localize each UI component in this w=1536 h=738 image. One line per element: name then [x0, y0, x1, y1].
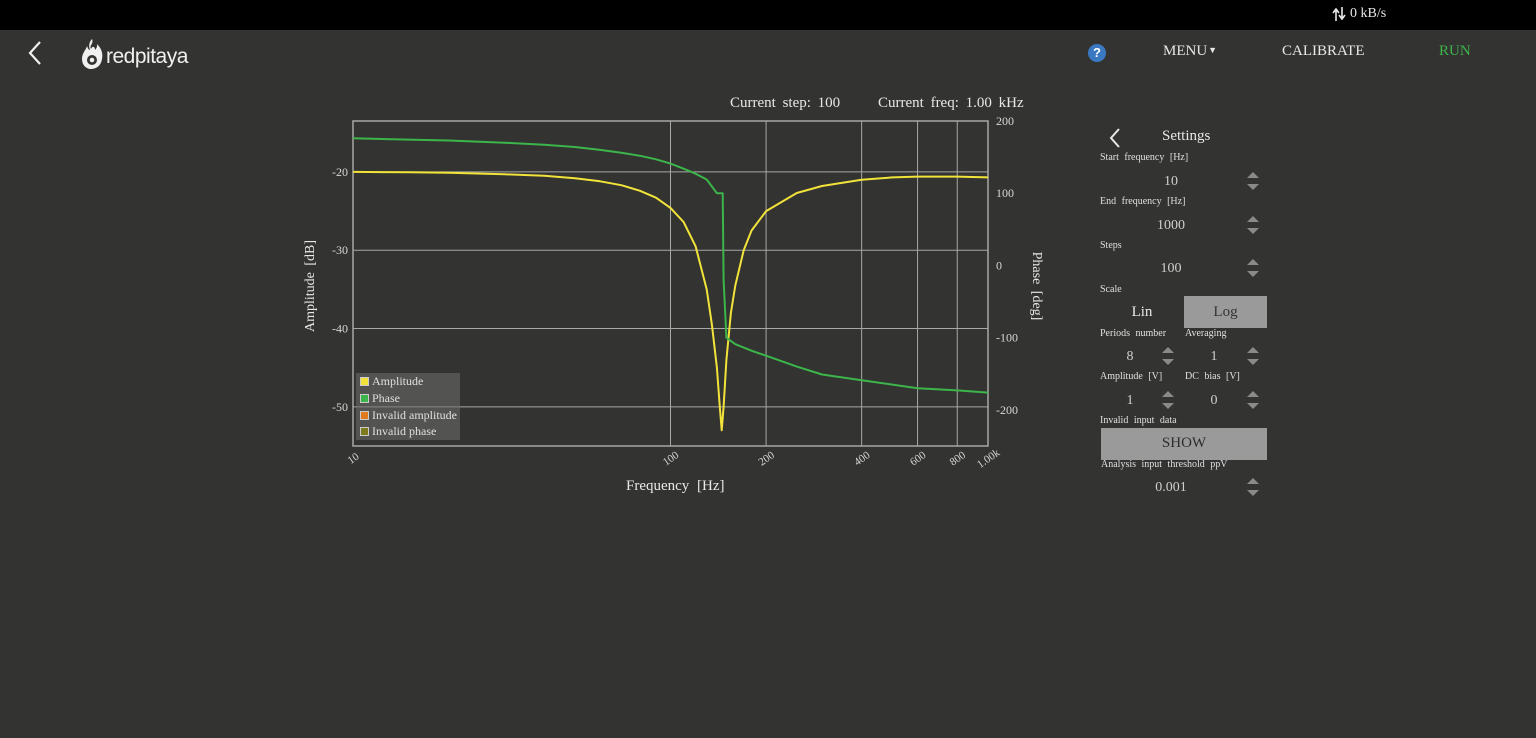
y-left-tick-label: -30 — [332, 243, 348, 257]
settings-back-button[interactable] — [1107, 127, 1123, 149]
current-step-readout: Current step: 100 — [730, 95, 841, 111]
x-axis-title: Frequency [Hz] — [626, 478, 725, 494]
network-speed-text: 0 kB/s — [1350, 6, 1387, 21]
logo-text: redpitaya — [106, 45, 188, 68]
legend-label: Amplitude — [372, 374, 424, 388]
end-frequency-input[interactable] — [1130, 218, 1212, 234]
y-right-tick-label: 0 — [996, 258, 1002, 272]
periods-number-stepper[interactable] — [1161, 346, 1175, 366]
y-right-tick-label: -100 — [996, 331, 1018, 345]
y-right-tick-label: 100 — [996, 186, 1014, 200]
legend-item-amplitude[interactable]: Amplitude — [360, 374, 423, 389]
y-left-tick-label: -40 — [332, 322, 348, 336]
averaging-label: Averaging — [1185, 328, 1227, 339]
redpitaya-logo[interactable]: redpitaya — [80, 37, 188, 71]
show-invalid-data-button[interactable]: SHOW — [1101, 428, 1267, 460]
top-status-strip — [0, 0, 1536, 30]
scale-lin-button[interactable]: Lin — [1131, 304, 1153, 320]
dc-bias-input[interactable] — [1194, 393, 1234, 409]
legend-item-phase[interactable]: Phase — [360, 391, 400, 406]
legend-label: Phase — [372, 391, 400, 405]
analysis-threshold-input[interactable] — [1130, 480, 1212, 496]
start-frequency-stepper[interactable] — [1246, 171, 1260, 191]
caret-down-icon: ▼ — [1208, 45, 1218, 55]
amplitude-stepper[interactable] — [1161, 390, 1175, 410]
periods-number-input[interactable] — [1110, 349, 1150, 365]
settings-title: Settings — [1162, 128, 1211, 144]
menu-dropdown[interactable]: MENU▼ — [1163, 43, 1217, 60]
current-freq-readout: Current freq: 1.00 kHz — [878, 95, 1024, 111]
y-left-tick-label: -20 — [332, 165, 348, 179]
series-line-amplitude — [352, 170, 989, 432]
spinner-arrows-icon — [1247, 216, 1259, 234]
menu-label: MENU — [1163, 43, 1208, 59]
x-tick-label: 1.00k — [975, 447, 1003, 471]
back-button[interactable] — [24, 38, 48, 68]
x-tick-label: 400 — [852, 449, 873, 469]
chevron-left-icon — [1109, 128, 1120, 148]
amplitude-label: Amplitude [V] — [1100, 371, 1163, 382]
end-frequency-stepper[interactable] — [1246, 215, 1260, 235]
network-speed-indicator: 0 kB/s — [1332, 6, 1386, 22]
legend-swatch-invalid-amplitude — [360, 411, 369, 420]
y-right-axis-title: Phase [deg] — [1029, 251, 1044, 321]
steps-label: Steps — [1100, 240, 1122, 251]
steps-input[interactable] — [1130, 261, 1212, 277]
x-tick-label: 800 — [948, 449, 969, 469]
legend-item-invalid-phase[interactable]: Invalid phase — [360, 424, 436, 439]
flame-logo-icon — [82, 39, 103, 69]
steps-stepper[interactable] — [1246, 258, 1260, 278]
spinner-arrows-icon — [1247, 347, 1259, 365]
y-left-axis-title: Amplitude [dB] — [303, 239, 318, 333]
x-tick-label: 100 — [661, 449, 682, 469]
start-frequency-input[interactable] — [1130, 174, 1212, 190]
amplitude-input[interactable] — [1110, 393, 1150, 409]
legend-item-invalid-amplitude[interactable]: Invalid amplitude — [360, 408, 457, 423]
invalid-input-data-label: Invalid input data — [1100, 415, 1177, 426]
upload-download-icon — [1332, 7, 1346, 21]
spinner-arrows-icon — [1247, 391, 1259, 409]
spinner-arrows-icon — [1162, 347, 1174, 365]
series-line-phase — [352, 137, 989, 394]
analysis-threshold-label: Analysis input threshold ppV — [1101, 459, 1228, 470]
scale-log-button[interactable]: Log — [1184, 296, 1267, 328]
scale-label: Scale — [1100, 284, 1122, 295]
legend-swatch-amplitude — [360, 377, 369, 386]
x-tick-label: 200 — [756, 449, 777, 469]
dc-bias-stepper[interactable] — [1246, 390, 1260, 410]
dc-bias-label: DC bias [V] — [1185, 371, 1240, 382]
y-right-tick-label: -200 — [996, 403, 1018, 417]
spinner-arrows-icon — [1162, 391, 1174, 409]
spinner-arrows-icon — [1247, 259, 1259, 277]
analysis-threshold-stepper[interactable] — [1246, 477, 1260, 497]
help-button[interactable]: ? — [1088, 44, 1106, 62]
x-tick-label: 10 — [346, 450, 362, 466]
y-right-tick-label: 200 — [996, 114, 1014, 128]
end-frequency-label: End frequency [Hz] — [1100, 196, 1186, 207]
legend-label: Invalid amplitude — [372, 408, 457, 422]
start-frequency-label: Start frequency [Hz] — [1100, 152, 1189, 163]
spinner-arrows-icon — [1247, 172, 1259, 190]
x-tick-label: 600 — [908, 449, 929, 469]
periods-number-label: Periods number — [1100, 328, 1167, 339]
averaging-input[interactable] — [1194, 349, 1234, 365]
run-button[interactable]: RUN — [1439, 43, 1471, 59]
averaging-stepper[interactable] — [1246, 346, 1260, 366]
legend-swatch-invalid-phase — [360, 427, 369, 436]
calibrate-button[interactable]: CALIBRATE — [1282, 43, 1365, 59]
chevron-left-icon — [28, 41, 41, 65]
chart-legend: Amplitude Phase Invalid amplitude Invali… — [356, 373, 460, 440]
y-left-tick-label: -50 — [332, 400, 348, 414]
legend-label: Invalid phase — [372, 424, 437, 438]
legend-swatch-phase — [360, 394, 369, 403]
spinner-arrows-icon — [1247, 478, 1259, 496]
